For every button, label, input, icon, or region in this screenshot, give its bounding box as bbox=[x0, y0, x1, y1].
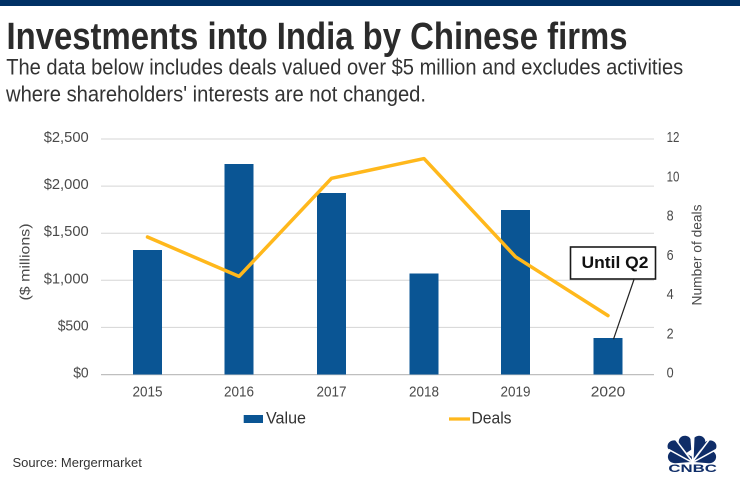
svg-text:CNBC: CNBC bbox=[668, 463, 717, 475]
svg-text:0: 0 bbox=[667, 365, 674, 382]
svg-text:where shareholders' interests: where shareholders' interests are not ch… bbox=[5, 82, 426, 107]
svg-text:($ millions): ($ millions) bbox=[18, 224, 33, 301]
svg-text:$0: $0 bbox=[73, 365, 89, 382]
svg-text:10: 10 bbox=[667, 168, 680, 185]
svg-text:Source: Mergermarket: Source: Mergermarket bbox=[13, 455, 143, 470]
svg-text:$2,000: $2,000 bbox=[44, 176, 89, 193]
svg-text:$1,500: $1,500 bbox=[44, 223, 89, 240]
svg-text:2019: 2019 bbox=[501, 384, 531, 401]
svg-text:2: 2 bbox=[667, 325, 674, 342]
svg-text:Number of deals: Number of deals bbox=[690, 204, 705, 305]
svg-text:4: 4 bbox=[667, 286, 674, 303]
svg-text:12: 12 bbox=[667, 129, 680, 146]
svg-text:$500: $500 bbox=[58, 317, 89, 334]
svg-text:2016: 2016 bbox=[224, 384, 254, 401]
svg-text:Until Q2: Until Q2 bbox=[582, 254, 649, 272]
svg-text:The data below includes deals: The data below includes deals valued ove… bbox=[6, 55, 683, 80]
svg-text:8: 8 bbox=[667, 208, 674, 225]
svg-text:2015: 2015 bbox=[133, 384, 163, 401]
svg-text:Investments into India by Chin: Investments into India by Chinese firms bbox=[7, 16, 628, 58]
svg-text:2017: 2017 bbox=[317, 384, 347, 401]
svg-text:$1,000: $1,000 bbox=[44, 270, 89, 287]
svg-text:2020: 2020 bbox=[591, 384, 626, 401]
svg-text:6: 6 bbox=[667, 247, 674, 264]
svg-text:Value: Value bbox=[266, 410, 306, 428]
svg-text:Deals: Deals bbox=[472, 410, 512, 428]
svg-text:2018: 2018 bbox=[409, 384, 439, 401]
svg-text:$2,500: $2,500 bbox=[44, 129, 89, 146]
